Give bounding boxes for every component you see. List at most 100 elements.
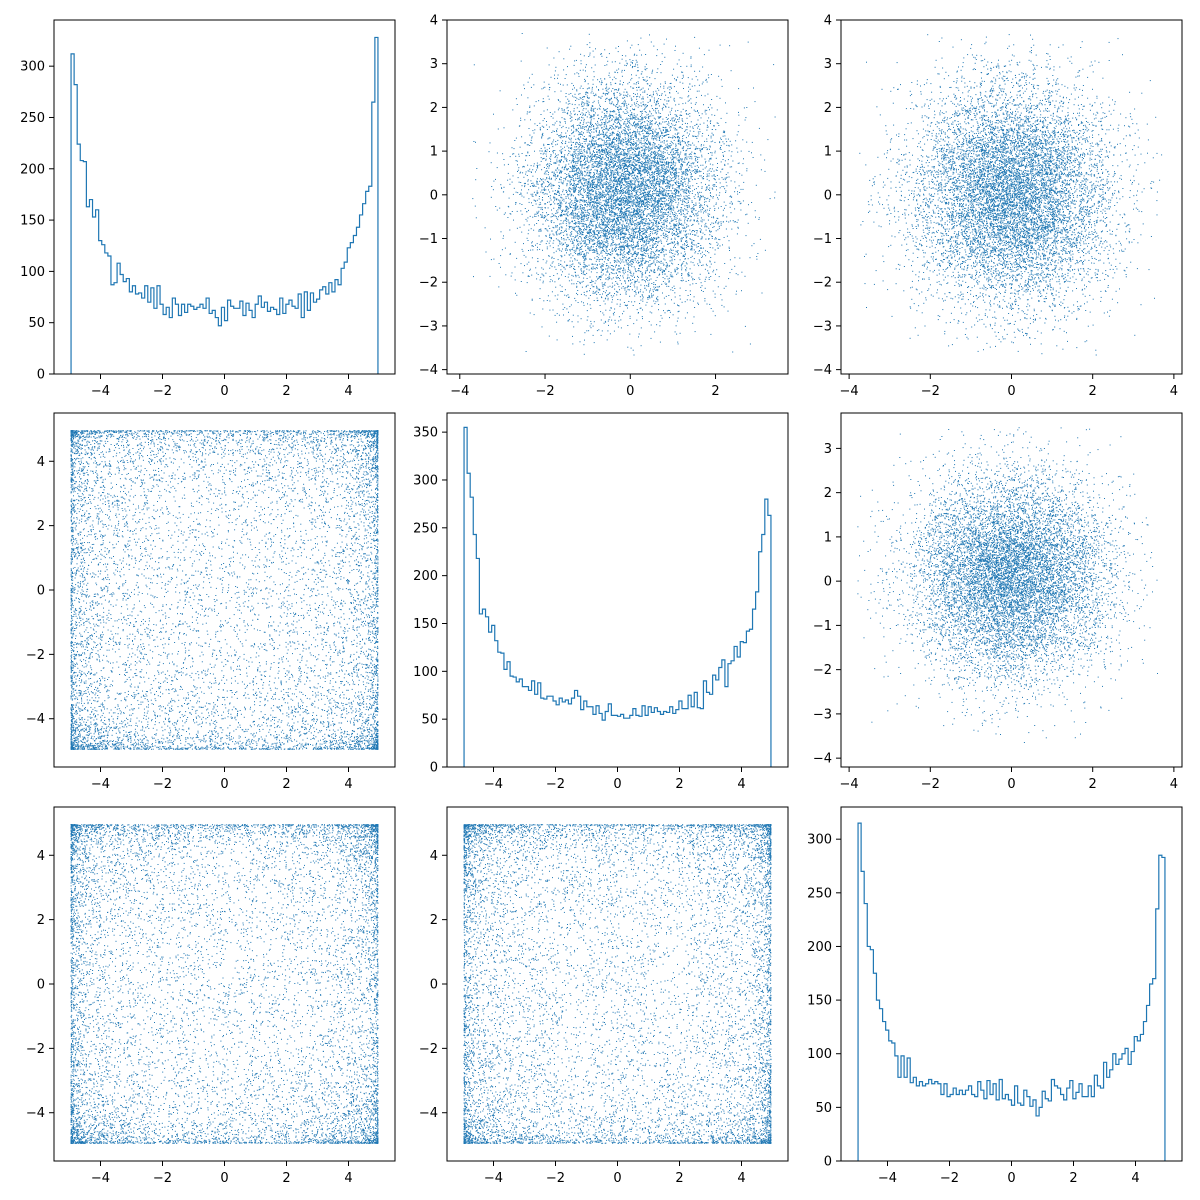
y-tick-label: 150 — [413, 617, 438, 632]
y-tick-label: 0 — [430, 978, 438, 993]
x-tick-label: 0 — [613, 1171, 621, 1186]
y-tick-label: −2 — [813, 276, 832, 291]
y-tick-label: 1 — [824, 530, 832, 545]
x-tick-label: 0 — [1007, 777, 1015, 792]
x-tick-label: −4 — [840, 384, 859, 399]
x-tick-label: −2 — [546, 1171, 565, 1186]
y-tick-label: 50 — [28, 316, 45, 331]
y-tick-label: 200 — [807, 940, 832, 955]
y-tick-label: 0 — [430, 188, 438, 203]
y-tick-label: −4 — [813, 752, 832, 767]
y-tick-label: −4 — [813, 363, 832, 378]
y-tick-label: 2 — [824, 101, 832, 116]
x-tick-label: −2 — [940, 1171, 959, 1186]
y-tick-label: −4 — [26, 712, 45, 727]
x-tick-label: 4 — [344, 777, 352, 792]
x-tick-label: −4 — [450, 384, 469, 399]
y-tick-label: 250 — [413, 521, 438, 536]
y-tick-label: 150 — [20, 214, 45, 229]
x-tick-label: 0 — [1007, 1171, 1015, 1186]
y-tick-label: 3 — [824, 442, 832, 457]
y-tick-label: −3 — [813, 707, 832, 722]
y-tick-label: −4 — [419, 363, 438, 378]
y-tick-label: −2 — [26, 1042, 45, 1057]
x-tick-label: 4 — [737, 777, 745, 792]
y-tick-label: 250 — [20, 111, 45, 126]
x-tick-label: 4 — [1131, 1171, 1139, 1186]
y-tick-label: 1 — [824, 145, 832, 160]
x-tick-label: 2 — [282, 777, 290, 792]
y-tick-label: 50 — [421, 713, 438, 728]
y-tick-label: −4 — [419, 1106, 438, 1121]
x-tick-label: −2 — [153, 777, 172, 792]
y-tick-label: 300 — [20, 60, 45, 75]
x-tick-label: −2 — [153, 1171, 172, 1186]
x-tick-label: 0 — [1007, 384, 1015, 399]
y-tick-label: −2 — [419, 1042, 438, 1057]
y-tick-label: 3 — [430, 57, 438, 72]
x-tick-label: −2 — [535, 384, 554, 399]
y-tick-label: 1 — [430, 145, 438, 160]
x-tick-label: 2 — [1089, 777, 1097, 792]
y-tick-label: 4 — [430, 849, 438, 864]
y-tick-label: 300 — [807, 833, 832, 848]
x-tick-label: −4 — [91, 1171, 110, 1186]
x-tick-label: 4 — [344, 1171, 352, 1186]
y-tick-label: 50 — [815, 1101, 832, 1116]
y-tick-label: 300 — [413, 473, 438, 488]
y-tick-label: −1 — [813, 232, 832, 247]
x-tick-label: 2 — [282, 384, 290, 399]
y-tick-label: 2 — [824, 486, 832, 501]
y-tick-label: 200 — [413, 569, 438, 584]
y-tick-label: 4 — [430, 14, 438, 29]
y-tick-label: 250 — [807, 886, 832, 901]
y-tick-label: −1 — [419, 232, 438, 247]
y-tick-label: 0 — [37, 584, 45, 599]
y-tick-label: 0 — [37, 368, 45, 383]
x-tick-label: 4 — [737, 1171, 745, 1186]
x-tick-label: 0 — [220, 384, 228, 399]
x-tick-label: −2 — [921, 777, 940, 792]
y-tick-label: 200 — [20, 162, 45, 177]
x-tick-label: 2 — [1089, 384, 1097, 399]
y-tick-label: 150 — [807, 994, 832, 1009]
y-tick-label: 3 — [824, 57, 832, 72]
x-tick-label: 0 — [613, 777, 621, 792]
y-tick-label: 0 — [37, 978, 45, 993]
x-tick-label: 4 — [344, 384, 352, 399]
y-tick-label: 4 — [824, 14, 832, 29]
x-tick-label: 2 — [675, 777, 683, 792]
x-tick-label: −2 — [921, 384, 940, 399]
y-tick-label: 4 — [37, 455, 45, 470]
y-tick-label: 350 — [413, 426, 438, 441]
x-tick-label: −2 — [153, 384, 172, 399]
y-tick-label: 100 — [413, 665, 438, 680]
x-tick-label: 2 — [711, 384, 719, 399]
x-tick-label: −4 — [878, 1171, 897, 1186]
x-tick-label: −4 — [840, 777, 859, 792]
x-tick-label: 2 — [282, 1171, 290, 1186]
y-tick-label: 0 — [824, 575, 832, 590]
x-tick-label: 0 — [626, 384, 634, 399]
x-tick-label: −4 — [484, 1171, 503, 1186]
y-tick-label: −1 — [813, 619, 832, 634]
x-tick-label: 4 — [1170, 777, 1178, 792]
x-tick-label: 0 — [220, 1171, 228, 1186]
x-tick-label: −4 — [91, 777, 110, 792]
y-tick-label: −3 — [419, 319, 438, 334]
y-tick-label: 2 — [37, 519, 45, 534]
x-tick-label: 2 — [675, 1171, 683, 1186]
x-tick-label: −2 — [546, 777, 565, 792]
y-tick-label: 0 — [824, 188, 832, 203]
y-tick-label: −4 — [26, 1106, 45, 1121]
y-tick-label: −3 — [813, 319, 832, 334]
y-tick-label: 100 — [807, 1047, 832, 1062]
y-tick-label: −2 — [419, 276, 438, 291]
y-tick-label: 0 — [430, 761, 438, 776]
x-tick-label: −4 — [484, 777, 503, 792]
x-tick-label: −4 — [91, 384, 110, 399]
y-tick-label: −2 — [26, 648, 45, 663]
x-tick-label: 4 — [1170, 384, 1178, 399]
y-tick-label: 0 — [824, 1155, 832, 1170]
y-tick-label: 100 — [20, 265, 45, 280]
